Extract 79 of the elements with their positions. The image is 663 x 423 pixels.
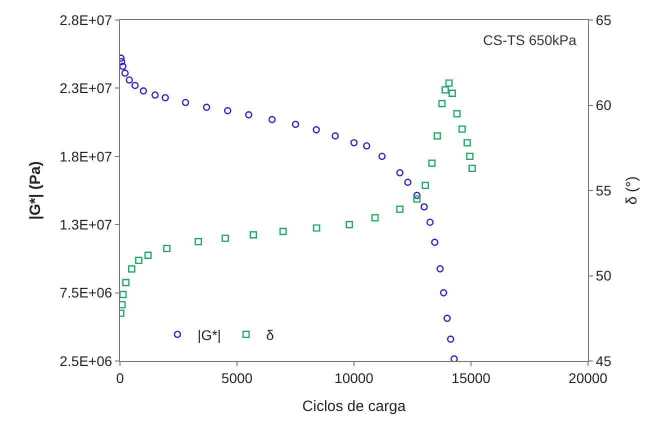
point bbox=[466, 152, 474, 160]
point bbox=[202, 104, 210, 111]
point bbox=[126, 76, 134, 84]
point bbox=[440, 289, 448, 296]
point bbox=[312, 224, 320, 232]
point bbox=[464, 139, 471, 146]
point bbox=[292, 120, 300, 128]
y-tick-label: 1.3E+07 bbox=[60, 216, 112, 232]
point bbox=[120, 62, 126, 70]
point bbox=[162, 94, 169, 102]
point bbox=[222, 234, 229, 242]
point bbox=[312, 126, 320, 134]
point bbox=[443, 314, 451, 322]
point bbox=[279, 228, 287, 236]
x-tick-label: 0 bbox=[116, 370, 124, 386]
point bbox=[413, 192, 421, 200]
y-tick-label: 2.8E+07 bbox=[60, 12, 112, 28]
point bbox=[144, 252, 152, 259]
point bbox=[438, 100, 446, 108]
y-tick-label: 2.3E+07 bbox=[60, 80, 112, 96]
point bbox=[120, 290, 127, 298]
y2-tick-label: 60 bbox=[596, 97, 612, 114]
point bbox=[442, 86, 449, 94]
point bbox=[362, 142, 370, 150]
y2-tick-label: 55 bbox=[596, 182, 612, 198]
point bbox=[458, 125, 466, 133]
point bbox=[224, 107, 232, 114]
x-tick-label: 20000 bbox=[568, 370, 608, 386]
point bbox=[396, 169, 404, 176]
point bbox=[194, 238, 202, 246]
legend-label: |G*| bbox=[197, 326, 222, 343]
point bbox=[378, 152, 386, 160]
y2-tick-label: 65 bbox=[596, 12, 612, 28]
point bbox=[140, 87, 148, 95]
y-tick-label: 1.8E+07 bbox=[60, 148, 112, 164]
point bbox=[268, 116, 276, 124]
y-tick-label: 2.5E+06 bbox=[60, 352, 112, 369]
point bbox=[446, 336, 454, 343]
x-tick-label: 15000 bbox=[452, 370, 491, 386]
point bbox=[371, 214, 379, 222]
point bbox=[135, 256, 142, 264]
point bbox=[450, 355, 458, 361]
point bbox=[128, 265, 136, 273]
point bbox=[422, 182, 430, 190]
point bbox=[404, 178, 412, 186]
point bbox=[131, 82, 139, 90]
point bbox=[436, 265, 444, 272]
point bbox=[468, 164, 476, 172]
y2-axis-title: δ (°) bbox=[624, 176, 641, 205]
y-tick-label: 7.5E+06 bbox=[60, 284, 112, 301]
point bbox=[151, 91, 159, 99]
point bbox=[396, 206, 404, 213]
point bbox=[332, 132, 339, 140]
point bbox=[346, 220, 353, 228]
point bbox=[122, 278, 130, 286]
point bbox=[448, 90, 456, 97]
point bbox=[445, 79, 453, 87]
point bbox=[428, 160, 436, 167]
point bbox=[420, 203, 428, 211]
x-tick-label: 10000 bbox=[334, 370, 374, 386]
point bbox=[120, 301, 126, 308]
x-axis-title: Ciclos de carga bbox=[302, 398, 406, 415]
point bbox=[245, 111, 252, 118]
legend-label: δ bbox=[266, 326, 274, 343]
point bbox=[182, 98, 190, 106]
point bbox=[431, 238, 438, 246]
point bbox=[163, 244, 170, 252]
y2-tick-label: 45 bbox=[596, 352, 612, 369]
point bbox=[350, 139, 358, 146]
point bbox=[413, 195, 421, 203]
point bbox=[434, 132, 441, 140]
x-tick-label: 5000 bbox=[221, 370, 253, 386]
y2-tick-label: 50 bbox=[596, 268, 612, 284]
annotation: CS-TS 650kPa bbox=[483, 32, 577, 48]
point bbox=[121, 70, 129, 77]
point bbox=[453, 110, 461, 118]
point bbox=[426, 218, 434, 226]
y-axis-title: |G*| (Pa) bbox=[26, 161, 44, 220]
point bbox=[250, 231, 258, 238]
